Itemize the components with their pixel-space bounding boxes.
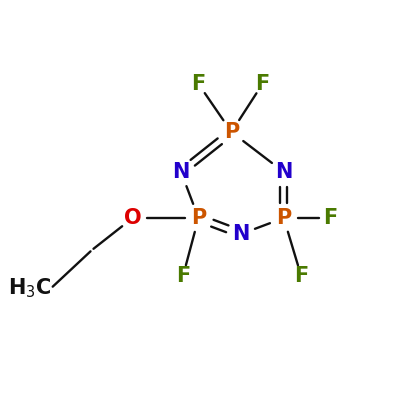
Text: P: P <box>191 208 206 228</box>
Text: P: P <box>276 208 291 228</box>
Text: F: F <box>191 74 206 94</box>
Text: O: O <box>124 208 142 228</box>
Text: N: N <box>232 224 250 244</box>
Text: P: P <box>224 122 239 142</box>
Text: F: F <box>255 74 270 94</box>
Text: N: N <box>172 162 190 182</box>
Text: N: N <box>275 162 292 182</box>
Text: F: F <box>323 208 337 228</box>
Text: F: F <box>176 266 190 286</box>
Text: H$_3$C: H$_3$C <box>8 276 51 300</box>
Text: F: F <box>294 266 308 286</box>
